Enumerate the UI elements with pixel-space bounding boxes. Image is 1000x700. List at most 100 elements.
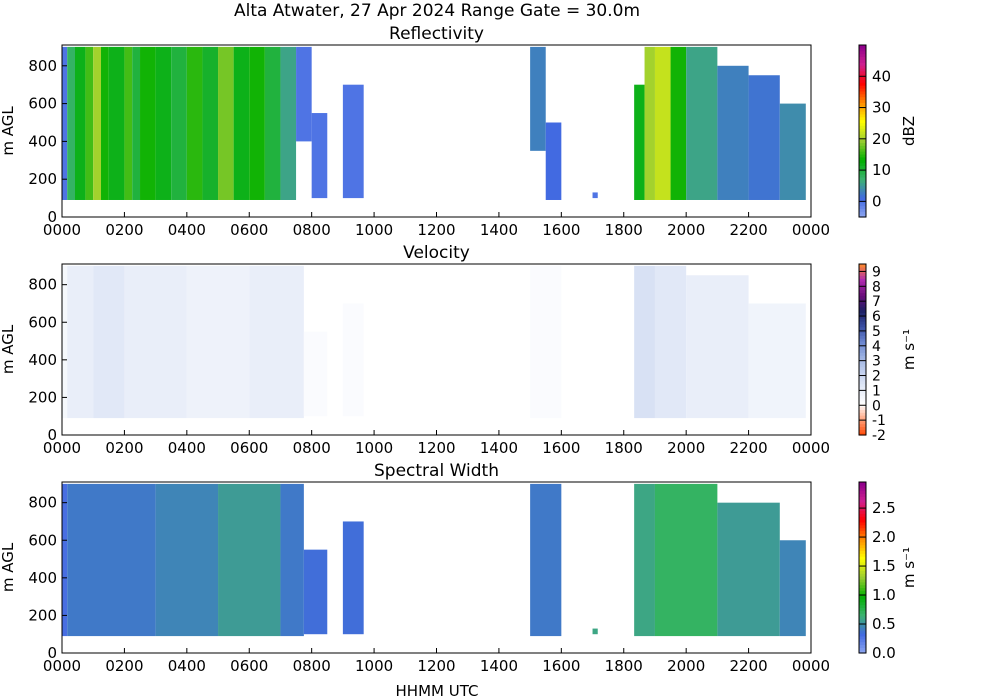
colorbar-tick-label: 40 xyxy=(872,67,891,85)
x-tick-label: 0600 xyxy=(230,439,268,457)
x-tick-label: 1400 xyxy=(480,439,518,457)
x-tick-label: 1000 xyxy=(355,221,393,239)
colorbar-tick-label: 20 xyxy=(872,130,891,148)
colorbar-cell xyxy=(859,415,866,419)
y-tick-label: 800 xyxy=(28,276,57,294)
colorbar-cell xyxy=(859,185,866,189)
colorbar-cell xyxy=(859,266,866,271)
heatmap-cell xyxy=(233,46,250,200)
colorbar-cell xyxy=(859,539,866,543)
heatmap-cell xyxy=(67,483,156,637)
heatmap-cell xyxy=(249,265,304,419)
heatmap-cell xyxy=(186,265,250,419)
colorbar-cell xyxy=(859,59,866,63)
colorbar-cell xyxy=(859,142,866,146)
heatmap-cell xyxy=(155,46,172,200)
colorbar-cell xyxy=(859,604,866,608)
x-tick-label: 1000 xyxy=(355,439,393,457)
x-tick-label: 0000 xyxy=(43,221,81,239)
colorbar-cell xyxy=(859,641,866,646)
colorbar-cell xyxy=(859,73,866,78)
colorbar-cell xyxy=(859,128,866,132)
colorbar-cell xyxy=(859,429,866,433)
colorbar-cell xyxy=(859,499,866,503)
colorbar-cell xyxy=(859,194,866,198)
colorbar-cell xyxy=(859,309,866,314)
colorbar-cell xyxy=(859,590,866,594)
y-axis-label: m AGL xyxy=(0,324,17,374)
colorbar-cell xyxy=(859,165,866,169)
colorbar-cell xyxy=(859,615,866,620)
heatmap-cell xyxy=(342,303,364,417)
x-tick-label: 2000 xyxy=(667,221,705,239)
y-tick-label: 200 xyxy=(28,170,57,188)
panel-title: Spectral Width xyxy=(374,461,499,481)
colorbar-cell xyxy=(859,397,866,402)
colorbar-cell xyxy=(859,530,866,534)
colorbar-cell xyxy=(859,188,866,192)
colorbar-cell xyxy=(859,601,866,606)
heatmap-cell xyxy=(644,46,655,200)
x-axis-label: HHMM UTC xyxy=(396,682,479,700)
x-tick-label: 0200 xyxy=(105,657,143,675)
heatmap-cell xyxy=(93,46,102,200)
heatmap-cell xyxy=(85,46,94,200)
colorbar-cell xyxy=(859,335,866,339)
heatmap-cell xyxy=(670,46,687,200)
colorbar-cell xyxy=(859,389,866,393)
colorbar-cell xyxy=(859,647,866,651)
colorbar-cell xyxy=(859,630,866,634)
colorbar-cell xyxy=(859,406,866,410)
colorbar-cell xyxy=(859,380,866,385)
heatmap-cell xyxy=(717,65,749,200)
colorbar-cell xyxy=(859,638,866,643)
colorbar-cell xyxy=(859,162,866,166)
heatmap-cell xyxy=(202,46,219,200)
colorbar-cell xyxy=(859,635,866,640)
colorbar-cell xyxy=(859,519,866,523)
colorbar-tick-label: 1.0 xyxy=(872,586,896,604)
heatmap-cell xyxy=(530,265,562,419)
x-tick-label: 1800 xyxy=(605,657,643,675)
colorbar-cell xyxy=(859,423,866,428)
y-tick-label: 400 xyxy=(28,569,57,587)
heatmap-cell xyxy=(748,75,780,200)
heatmap-cell xyxy=(686,46,718,200)
colorbar-cell xyxy=(859,621,866,626)
colorbar-cell xyxy=(859,409,866,413)
heatmap-cell xyxy=(634,483,655,637)
colorbar-cell xyxy=(859,306,866,311)
heatmap-cell xyxy=(779,103,806,200)
colorbar-cell xyxy=(859,493,866,497)
colorbar-cell xyxy=(859,496,866,500)
y-tick-label: 600 xyxy=(28,531,57,549)
colorbar-tick-label: 1 xyxy=(872,383,881,399)
x-tick-label: 2200 xyxy=(729,221,767,239)
colorbar-cell xyxy=(859,205,866,209)
colorbar-cell xyxy=(859,264,866,268)
colorbar-tick-label: -2 xyxy=(872,428,886,444)
x-tick-label: 1000 xyxy=(355,657,393,675)
colorbar-cell xyxy=(859,56,866,60)
colorbar-cell xyxy=(859,326,866,331)
colorbar-tick-label: 5 xyxy=(872,324,881,340)
heatmap-cell xyxy=(218,46,234,200)
colorbar-cell xyxy=(859,122,866,126)
colorbar-cell xyxy=(859,584,866,589)
colorbar-cell xyxy=(859,383,866,388)
colorbar-cell xyxy=(859,321,866,325)
heatmap-cell xyxy=(62,265,68,419)
colorbar-tick-label: 30 xyxy=(872,99,891,117)
colorbar-cell xyxy=(859,346,866,351)
colorbar-label: dBZ xyxy=(900,116,918,146)
colorbar-cell xyxy=(859,533,866,537)
x-tick-label: 0400 xyxy=(168,221,206,239)
heatmap-cell xyxy=(303,549,328,635)
x-tick-label: 1200 xyxy=(417,221,455,239)
x-tick-label: 0400 xyxy=(168,657,206,675)
colorbar-cell xyxy=(859,607,866,611)
colorbar-cell xyxy=(859,281,866,285)
colorbar-cell xyxy=(859,633,866,637)
colorbar-cell xyxy=(859,618,866,623)
y-tick-label: 0 xyxy=(47,426,57,444)
